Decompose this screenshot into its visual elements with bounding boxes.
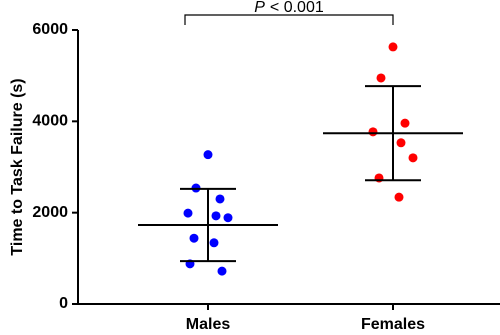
- data-point: [408, 153, 418, 163]
- annotation-p: P: [254, 0, 265, 16]
- data-point: [400, 118, 410, 128]
- data-point: [223, 213, 233, 223]
- data-point: [189, 233, 199, 243]
- y-axis-label: Time to Task Failure (s): [9, 78, 26, 255]
- y-tick-label: 4000: [32, 113, 68, 130]
- data-point: [183, 208, 193, 218]
- annotation-value: < 0.001: [270, 0, 324, 16]
- data-point: [209, 238, 219, 248]
- data-point: [203, 150, 213, 160]
- data-point: [376, 73, 386, 83]
- data-point: [394, 192, 404, 202]
- x-tick-label: Males: [186, 316, 231, 333]
- data-point: [217, 266, 227, 276]
- y-tick-label: 2000: [32, 204, 68, 221]
- significance-bracket: [184, 14, 394, 25]
- data-point: [215, 194, 225, 204]
- data-point: [211, 211, 221, 221]
- data-point: [388, 42, 398, 52]
- annotation: P < 0.001: [254, 0, 324, 16]
- y-tick-label: 6000: [32, 21, 68, 38]
- data-point: [396, 138, 406, 148]
- y-tick-label: 0: [59, 295, 68, 312]
- x-tick-label: Females: [361, 316, 425, 333]
- data-point: [368, 127, 378, 137]
